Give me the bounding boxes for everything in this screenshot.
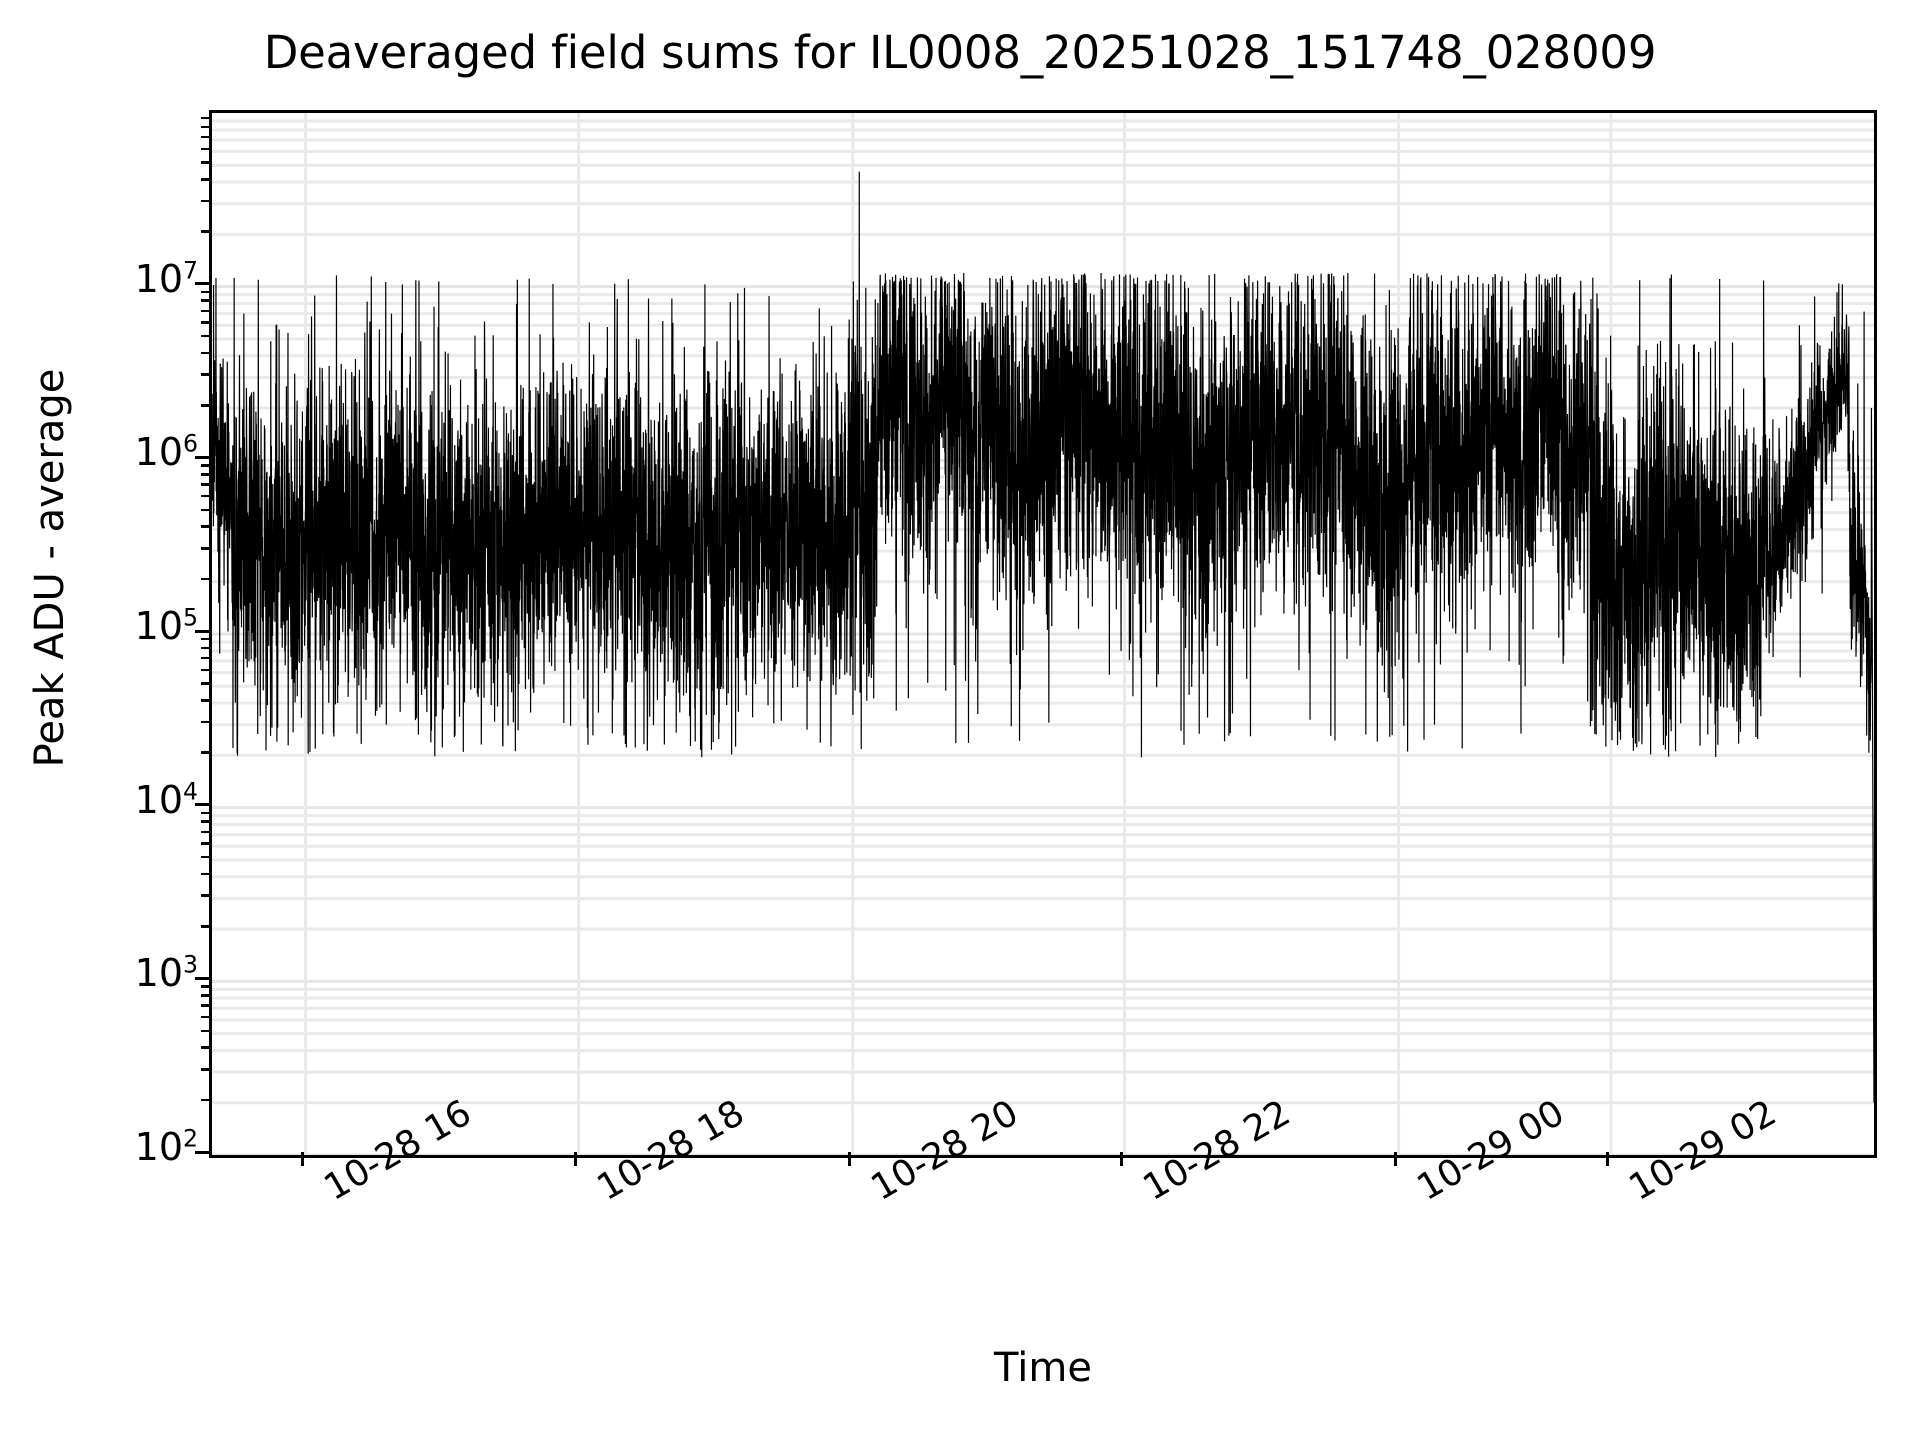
y-tick-mark-minor	[201, 508, 209, 512]
y-tick-mark-minor	[201, 855, 209, 859]
y-tick-mark-minor	[201, 199, 209, 203]
y-tick-mark-minor	[201, 830, 209, 834]
y-tick-mark-minor	[201, 464, 209, 467]
y-tick-mark-minor	[201, 820, 209, 823]
plot-svg	[212, 113, 1874, 1155]
y-tick-mark-minor	[201, 525, 209, 528]
y-tick-label-1: 103	[134, 950, 198, 996]
y-tick-mark-minor	[201, 547, 209, 550]
y-tick-mark-minor	[201, 699, 209, 702]
y-tick-mark-minor	[201, 404, 209, 407]
y-tick-mark-minor	[201, 656, 209, 660]
y-tick-label-2: 104	[134, 777, 198, 822]
y-tick-mark-minor	[201, 1046, 209, 1049]
y-tick-mark-minor	[201, 161, 209, 164]
x-tick-mark-2	[848, 1152, 852, 1166]
y-tick-mark-minor	[201, 373, 209, 376]
y-tick-mark-minor	[201, 178, 209, 181]
plot-area	[209, 110, 1877, 1158]
y-tick-mark-minor	[201, 290, 209, 294]
y-tick-mark-minor	[201, 751, 209, 754]
y-tick-mark-minor	[201, 1098, 209, 1102]
y-tick-mark-major-3	[195, 629, 209, 633]
y-tick-mark-minor	[201, 872, 209, 876]
y-tick-mark-major-2	[195, 803, 209, 807]
y-tick-mark-minor	[201, 1015, 209, 1019]
y-tick-label-3: 105	[134, 603, 198, 648]
y-tick-mark-major-5	[195, 282, 209, 286]
y-tick-mark-major-1	[195, 976, 209, 980]
x-tick-mark-5	[1606, 1152, 1610, 1166]
x-tick-mark-1	[574, 1152, 578, 1166]
y-axis-label: Peak ADU - average	[27, 368, 73, 768]
y-tick-mark-minor	[201, 985, 209, 988]
y-tick-mark-minor	[201, 309, 209, 313]
x-tick-mark-0	[301, 1152, 305, 1166]
y-tick-mark-minor	[201, 1029, 209, 1033]
y-tick-mark-minor	[201, 646, 209, 650]
y-tick-mark-minor	[201, 668, 209, 672]
x-tick-mark-4	[1394, 1152, 1398, 1166]
y-tick-mark-major-4	[195, 455, 209, 459]
chart-title: Deaveraged field sums for IL0008_2025102…	[263, 26, 1657, 79]
y-tick-mark-minor	[201, 147, 209, 151]
y-tick-mark-minor	[201, 682, 209, 685]
y-tick-mark-minor	[201, 994, 209, 997]
y-tick-mark-minor	[201, 135, 209, 139]
y-tick-mark-minor	[201, 351, 209, 355]
y-tick-mark-minor	[201, 1068, 209, 1071]
y-tick-mark-minor	[201, 334, 209, 338]
x-axis-label: Time	[994, 1345, 1092, 1391]
y-tick-mark-major-0	[195, 1150, 209, 1154]
y-tick-mark-minor	[201, 1004, 209, 1007]
y-tick-mark-minor	[201, 473, 209, 476]
y-tick-mark-minor	[201, 321, 209, 324]
y-tick-mark-minor	[201, 637, 209, 641]
y-tick-label-5: 107	[134, 256, 198, 301]
y-tick-mark-minor	[201, 842, 209, 845]
y-tick-mark-minor	[201, 894, 209, 897]
y-tick-mark-minor	[201, 230, 209, 233]
y-tick-label-0: 102	[134, 1124, 198, 1169]
y-tick-mark-minor	[201, 299, 209, 302]
x-tick-mark-3	[1120, 1152, 1124, 1166]
y-tick-mark-minor	[201, 925, 209, 928]
y-tick-mark-minor	[201, 483, 209, 486]
y-tick-mark-minor	[201, 811, 209, 815]
y-tick-mark-minor	[201, 116, 209, 120]
y-tick-mark-minor	[201, 125, 209, 129]
data-line-series	[212, 171, 1874, 1103]
y-tick-mark-minor	[201, 720, 209, 724]
y-tick-label-4: 106	[134, 429, 198, 475]
y-tick-mark-minor	[201, 577, 209, 581]
y-tick-mark-minor	[201, 494, 209, 498]
